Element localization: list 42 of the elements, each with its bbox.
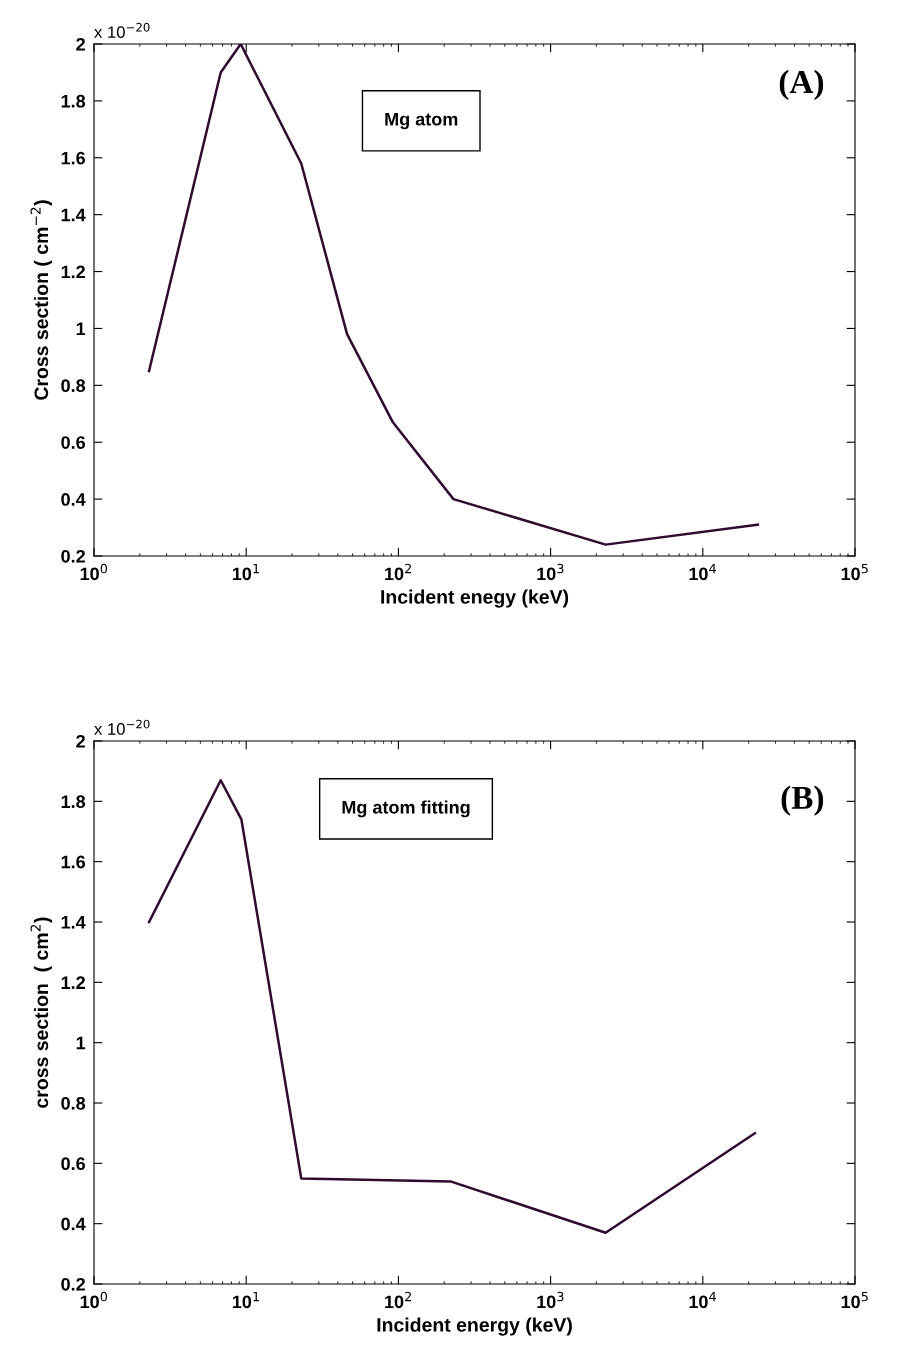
y-tick-label: 1.2 [61, 976, 85, 989]
annotation: (A) [779, 69, 824, 101]
x-tick-label: 10$^{3}$ [537, 563, 564, 581]
annotation: (B) [781, 785, 824, 816]
y-tick-label: 1.4 [61, 916, 86, 929]
y-tick-label: 1.6 [61, 855, 86, 869]
x-tick-label: 10$^{5}$ [841, 1291, 868, 1309]
x-axis-title: Incident enegy (keV) [381, 589, 569, 608]
x-tick-label: 10$^{0}$ [80, 1291, 108, 1309]
x-tick-label: 10$^{5}$ [841, 563, 868, 581]
annotation: Mg atom fitting [342, 800, 470, 818]
y-tick-label: 1.6 [61, 151, 86, 165]
y-tick-label: 0.4 [61, 1217, 86, 1231]
y-tick-label: 0.6 [61, 1157, 86, 1171]
x-axis-title: Incident energy (keV) [377, 1317, 572, 1336]
y-tick-label: 2 [76, 37, 85, 51]
x-tick-label: 10$^{0}$ [80, 563, 108, 581]
y-tick-label: 0.6 [61, 436, 86, 449]
y-axis-title: cross section ( cm$^{2}$) [30, 917, 53, 1108]
y-tick-label: 0.8 [61, 379, 86, 393]
x-tick-label: 10$^{2}$ [385, 1291, 411, 1309]
y-axis-title: Cross section ( cm$^{−2}$) [30, 200, 53, 400]
text: x 10$^{−20}$ [94, 22, 150, 39]
y-tick-label: 1.8 [61, 94, 86, 108]
y-tick-label: 0.8 [61, 1096, 86, 1110]
y-tick-label: 0.2 [61, 1277, 85, 1291]
y-tick-label: 1 [76, 1036, 86, 1050]
y-tick-label: 0.4 [61, 493, 86, 506]
text: x 10$^{−20}$ [94, 719, 150, 735]
x-tick-label: 10$^{1}$ [232, 563, 259, 581]
y-tick-label: 1.8 [61, 795, 86, 809]
x-tick-label: 10$^{3}$ [537, 1291, 564, 1309]
annotation: Mg atom [385, 112, 458, 130]
y-tick-label: 0.2 [61, 549, 85, 563]
y-tick-label: 2 [76, 734, 85, 748]
x-tick-label: 10$^{1}$ [232, 1291, 259, 1309]
x-tick-label: 10$^{4}$ [689, 563, 716, 581]
x-tick-label: 10$^{4}$ [689, 1291, 716, 1309]
y-tick-label: 1 [76, 322, 86, 335]
y-tick-label: 1.4 [61, 208, 86, 222]
y-tick-label: 1.2 [61, 265, 85, 279]
x-tick-label: 10$^{2}$ [385, 563, 411, 581]
